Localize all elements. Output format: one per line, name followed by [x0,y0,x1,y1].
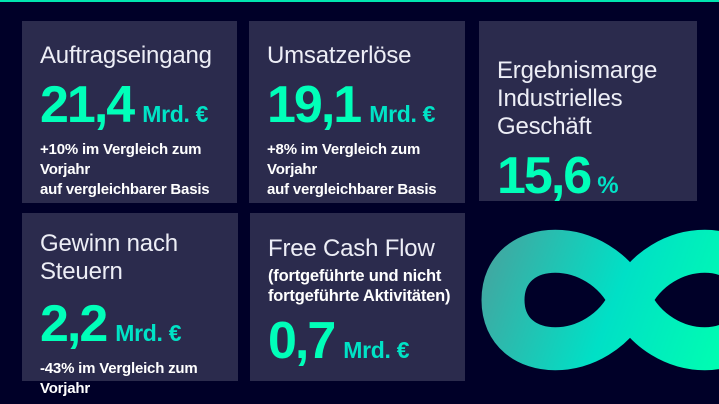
kpi-unit: % [597,172,619,200]
kpi-card-gewinn: Gewinn nach Steuern 2,2 Mrd. € -43% im V… [22,213,238,397]
kpi-unit: Mrd. € [369,100,436,127]
kpi-unit: Mrd. € [142,100,209,127]
card-subtitle-line: fortgeführte Aktivitäten) [268,286,451,305]
kpi-value: 19,1 [267,75,362,134]
kpi-note-line: -43% im Vergleich zum Vorjahr [40,359,198,397]
kpi-card-umsatzerloese: Umsatzerlöse 19,1 Mrd. € +8% im Vergleic… [249,21,465,203]
kpi-note: +8% im Vergleich zum Vorjahr auf verglei… [267,140,451,201]
kpi-value-row: 2,2 Mrd. € [40,294,182,353]
card-title-line: Industrielles Geschäft [497,84,623,140]
kpi-value: 0,7 [268,312,336,371]
card-title-line: Steuern [40,257,123,285]
card-title: Free Cash Flow [268,235,435,262]
kpi-note: -43% im Vergleich zum Vorjahr [40,359,224,400]
kpi-note-line: +10% im Vergleich zum Vorjahr [40,140,202,179]
card-title: Gewinn nach Steuern [40,230,178,286]
kpi-unit: Mrd. € [343,337,410,364]
kpi-note: +10% im Vergleich zum Vorjahr auf vergle… [40,140,223,201]
card-title: Umsatzerlöse [267,42,412,69]
kpi-value: 2,2 [40,294,108,353]
card-subtitle-line: (fortgeführte und nicht [268,266,442,285]
kpi-card-auftragseingang: Auftragseingang 21,4 Mrd. € +10% im Verg… [22,21,237,203]
kpi-card-free-cash-flow: Free Cash Flow (fortgeführte und nicht f… [250,213,465,381]
kpi-note-line: auf vergleichbarer Basis [40,181,210,199]
kpi-card-ergebnismarge: Ergebnismarge Industrielles Geschäft 15,… [479,21,697,206]
card-title-line: Gewinn nach [40,230,178,257]
card-subtitle: (fortgeführte und nicht fortgeführte Akt… [268,266,451,306]
card-title: Auftragseingang [40,42,212,69]
card-title: Ergebnismarge Industrielles Geschäft [497,57,685,140]
kpi-value-row: 21,4 Mrd. € [40,79,208,131]
kpi-value-row: 0,7 Mrd. € [268,312,410,371]
kpi-unit: Mrd. € [115,319,182,346]
kpi-value: 15,6 [497,147,592,206]
kpi-value-row: 19,1 Mrd. € [267,79,435,131]
card-title-line: Ergebnismarge [497,57,658,84]
kpi-note-line: auf vergleichbarer Basis [267,181,437,199]
top-accent-line [0,0,719,2]
kpi-note-line: +8% im Vergleich zum Vorjahr [267,140,421,179]
kpi-value: 21,4 [40,75,135,134]
kpi-value-row: 15,6 % [497,147,619,206]
